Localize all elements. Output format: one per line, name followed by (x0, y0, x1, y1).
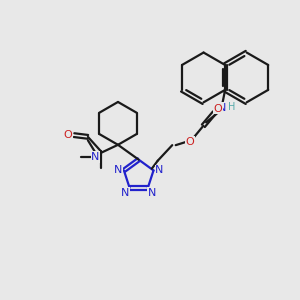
Text: N: N (91, 152, 100, 162)
Text: N: N (155, 165, 164, 176)
Text: O: O (186, 137, 195, 147)
Text: N: N (121, 188, 130, 198)
Text: N: N (148, 188, 156, 198)
Text: N: N (218, 103, 226, 113)
Text: N: N (114, 165, 122, 176)
Text: O: O (214, 103, 222, 113)
Text: H: H (228, 102, 236, 112)
Text: O: O (64, 130, 73, 140)
